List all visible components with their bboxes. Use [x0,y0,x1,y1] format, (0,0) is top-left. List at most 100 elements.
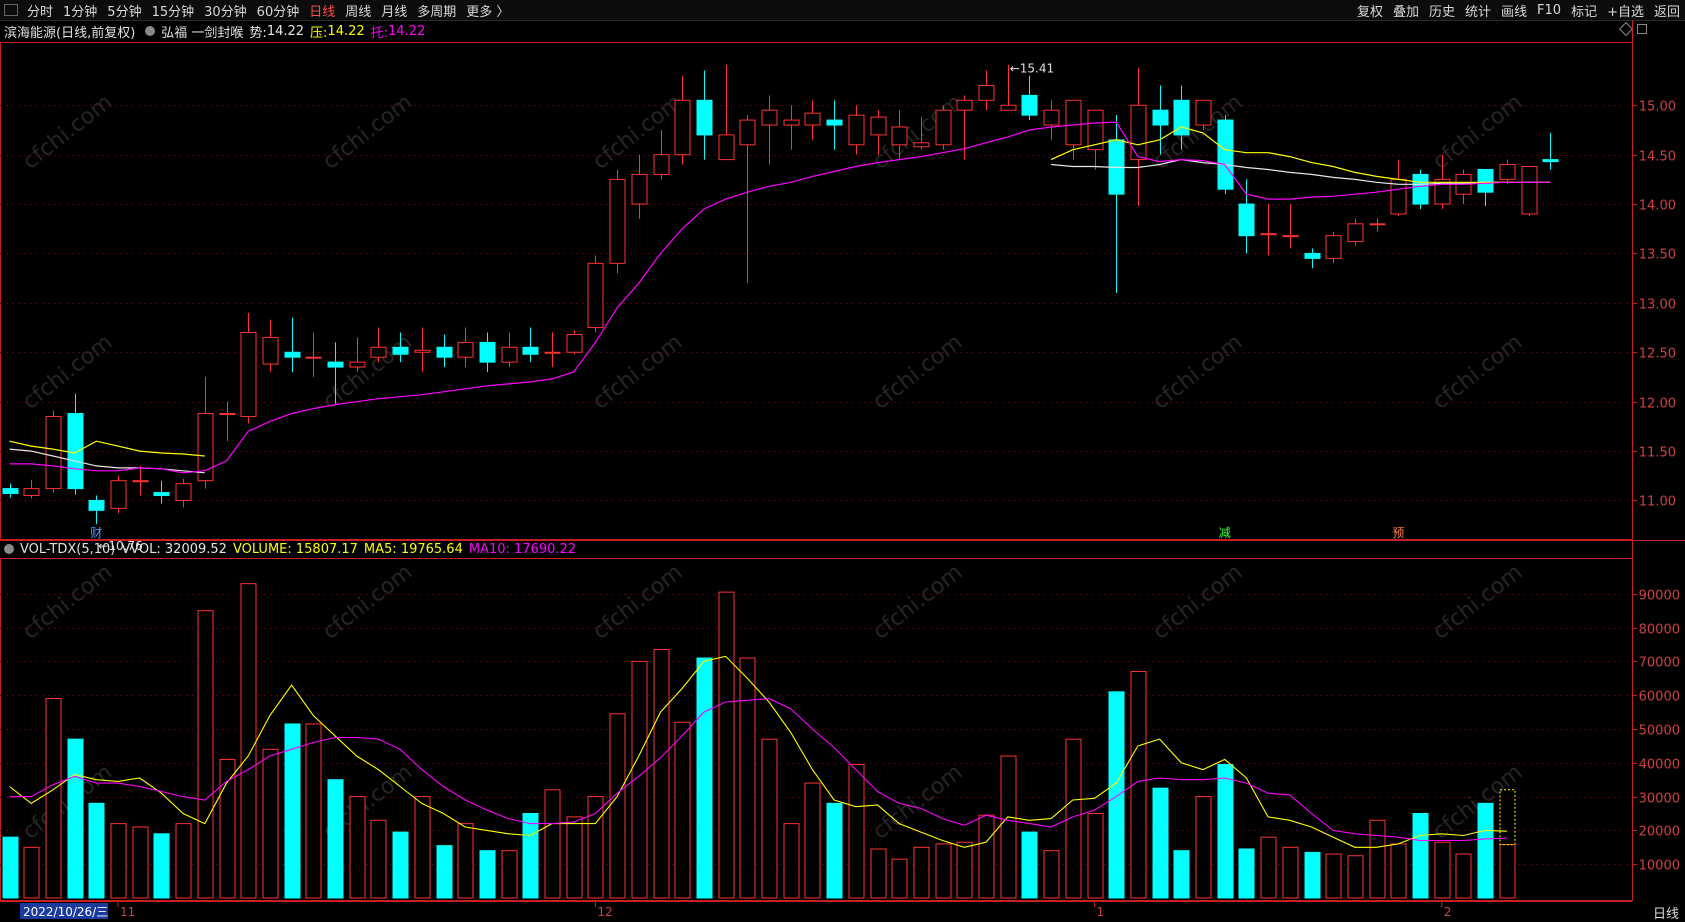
volume-bar-64 [1390,843,1407,899]
volume-bar-65 [1412,813,1429,899]
volume-bar-18 [392,831,409,899]
candle-body-55 [1195,99,1212,126]
tab-6[interactable]: 日线 [309,4,336,20]
volume-settings-icon[interactable] [4,544,14,554]
toolbar-button-6[interactable]: 标记 [1571,4,1598,20]
tab-8[interactable]: 月线 [381,4,408,20]
tab-7[interactable]: 周线 [345,4,372,20]
volume-bar-60 [1304,851,1321,899]
candle-body-63 [1369,223,1386,226]
ma-white-line [9,158,1551,474]
candle-body-3 [67,413,84,490]
toolbar-button-5[interactable]: F10 [1537,2,1562,18]
volume-bar-23 [501,850,518,899]
volume-bar-14 [305,723,322,899]
volume-bar-62 [1347,855,1364,899]
tab-0[interactable]: 分时 [27,4,54,20]
toolbar-button-8[interactable]: 返回 [1653,4,1680,20]
watermark-20: cfchi.com [868,760,967,845]
event-marker-2: 预 [1392,526,1404,540]
tab-5[interactable]: 60分钟 [256,4,300,20]
volume-bar-63 [1369,819,1386,899]
tab-10[interactable]: 更多 〉 [466,4,510,20]
tab-1[interactable]: 1分钟 [63,4,98,20]
price-tick-label-4: 13.00 [1639,298,1676,313]
candle-body-17 [370,346,387,358]
candle-body-4 [88,499,105,511]
volume-bar-7 [153,833,170,899]
volume-bar-9 [197,610,214,899]
volume-bar-45 [978,814,995,899]
candle-body-54 [1173,99,1190,136]
volume-bar-1 [23,846,40,899]
volume-bar-43 [935,843,952,899]
top-toolbar: 分时 1分钟 5分钟 15分钟 30分钟 60分钟 日线 周线 月线 多周期 更多 〉 复权 叠加 历史统… [0,0,1685,21]
candle-body-13 [284,351,301,358]
projected-volume-bar [1499,789,1516,846]
volume-bar-56 [1217,763,1234,899]
volume-bar-16 [349,796,366,899]
price-tick-label-5: 13.50 [1639,248,1676,263]
volume-bar-61 [1325,853,1342,899]
candle-body-15 [327,361,344,368]
toolbar-button-3[interactable]: 统计 [1465,4,1492,20]
candle-body-38 [826,119,843,126]
candle-body-5 [110,480,127,509]
volume-value: VOLUME: 15807.17 [232,541,358,557]
info-bar: 滨海能源(日线,前复权) 弘福 一剑封喉 势: 14.22 压: 14.22 托… [0,21,431,41]
period-label: 日线 [1652,907,1679,922]
candle-body-0 [2,488,19,495]
volume-bar-69 [1499,844,1516,899]
candle-body-60 [1304,252,1321,259]
volume-info-bar: VOL-TDX(5,10) VVOL: 32009.52 VOLUME: 158… [0,540,582,558]
candle-body-40 [870,116,887,136]
volume-bar-37 [804,782,821,899]
tab-4[interactable]: 30分钟 [204,4,247,20]
candle-body-66 [1434,178,1451,205]
candle-body-69 [1499,164,1516,180]
toolbar-button-2[interactable]: 历史 [1428,4,1455,20]
volume-bar-32 [696,657,713,899]
watermark-17: cfchi.com [1428,560,1527,645]
toolbar-button-0[interactable]: 复权 [1356,4,1383,20]
volume-bar-10 [219,758,236,899]
volume-tick-label-7: 80000 [1639,623,1680,638]
candle-body-8 [175,483,192,501]
watermark-15: cfchi.com [868,560,967,645]
candle-body-29 [631,173,648,205]
tab-9[interactable]: 多周期 [417,4,457,20]
candle-body-44 [956,99,973,111]
candle-body-68 [1477,168,1494,193]
tab-3[interactable]: 15分钟 [151,4,195,20]
price-annotation-0: ←10.76 [98,539,142,553]
month-label-1: 12 [597,905,612,919]
candle-body-32 [696,99,713,136]
toolbar-button-4[interactable]: 画线 [1501,4,1528,20]
toolbar-button-1[interactable]: 叠加 [1392,4,1419,20]
watermark-11: cfchi.com [1428,330,1527,415]
volume-bar-39 [848,763,865,899]
price-tick-label-8: 15.00 [1639,100,1676,115]
indicator-settings-icon[interactable] [145,26,156,36]
volume-bar-34 [739,657,756,899]
ma-magenta-line [9,121,1551,474]
panel-toggle-icon[interactable] [1637,24,1647,34]
watermark-5: cfchi.com [1428,90,1527,175]
watermark-13: cfchi.com [318,560,417,645]
menu-icon[interactable] [4,4,18,16]
volume-bar-36 [783,823,800,899]
volume-tick-label-1: 20000 [1639,825,1680,840]
volume-bar-66 [1434,841,1451,899]
volume-bar-54 [1173,850,1190,899]
toolbar-button-7[interactable]: +自选 [1607,4,1644,20]
tab-2[interactable]: 5分钟 [107,4,142,20]
event-marker-1: 减 [1219,526,1231,540]
volume-bar-25 [544,789,561,899]
volume-bar-50 [1087,813,1104,899]
price-tick-label-0: 11.00 [1639,495,1676,510]
volume-bar-67 [1455,853,1472,899]
volume-bar-59 [1282,846,1299,899]
candle-body-33 [718,134,735,161]
watermark-12: cfchi.com [18,560,117,645]
